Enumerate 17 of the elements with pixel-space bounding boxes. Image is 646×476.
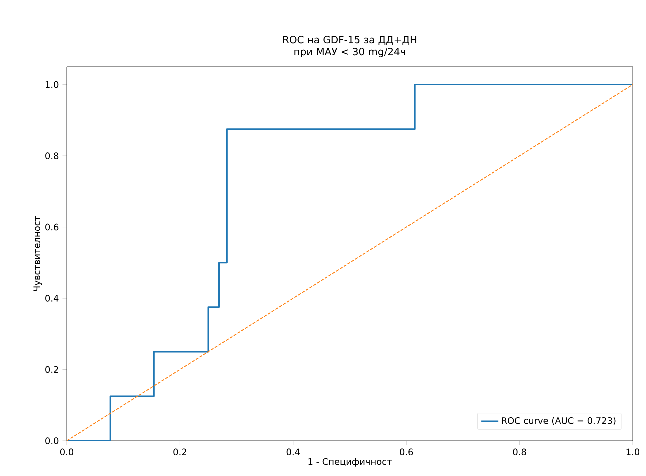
y-axis-title: Чувствителност [34, 216, 42, 292]
line-series [67, 84, 634, 441]
y-tick-label: 0.4 [46, 295, 59, 302]
y-tick-label: 0.2 [46, 366, 58, 374]
legend-label: ROC curve (AUC = 0.723) [502, 417, 616, 426]
y-tick-label: 1.0 [46, 81, 59, 88]
x-tick-label: 0.4 [286, 448, 300, 456]
x-tick-label: 0.0 [60, 448, 74, 456]
chart-title: ROC на GDF-15 за ДД+ДН при МАУ < 30 mg/24ч [283, 36, 417, 58]
x-tick-label: 0.8 [513, 448, 526, 456]
y-tick-label: 0.6 [46, 224, 59, 231]
y-tick-label: 0.0 [46, 438, 59, 444]
x-tick-label: 1.0 [626, 448, 640, 456]
x-tick-label: 0.2 [174, 448, 186, 456]
x-axis-title: 1 - Специфичност [308, 458, 392, 467]
y-tick-label: 0.8 [46, 152, 59, 160]
x-tick-label: 0.6 [400, 448, 414, 456]
